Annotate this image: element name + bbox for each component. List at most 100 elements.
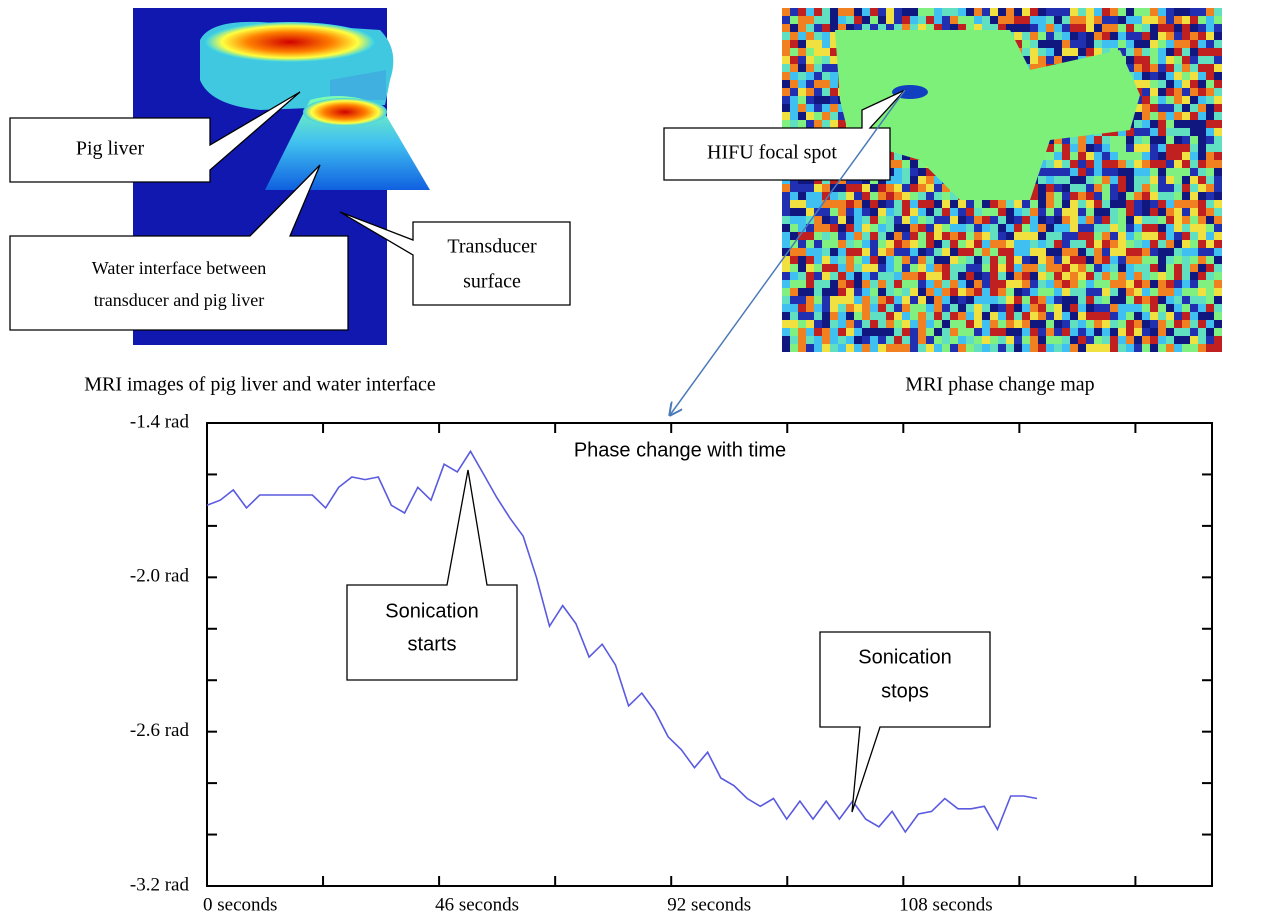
noise-pixel	[798, 328, 806, 336]
noise-pixel	[1158, 208, 1166, 216]
noise-pixel	[990, 264, 998, 272]
noise-pixel	[1038, 232, 1046, 240]
noise-pixel	[1030, 264, 1038, 272]
noise-pixel	[1078, 224, 1086, 232]
noise-pixel	[1134, 280, 1142, 288]
noise-pixel	[942, 240, 950, 248]
noise-pixel	[870, 200, 878, 208]
noise-pixel	[806, 24, 814, 32]
noise-pixel	[1174, 88, 1182, 96]
noise-pixel	[814, 216, 822, 224]
noise-pixel	[942, 208, 950, 216]
noise-pixel	[782, 40, 790, 48]
noise-pixel	[822, 248, 830, 256]
noise-pixel	[1142, 232, 1150, 240]
noise-pixel	[966, 296, 974, 304]
noise-pixel	[1206, 88, 1214, 96]
noise-pixel	[1062, 240, 1070, 248]
noise-pixel	[894, 256, 902, 264]
noise-pixel	[958, 312, 966, 320]
noise-pixel	[1214, 152, 1222, 160]
noise-pixel	[942, 328, 950, 336]
noise-pixel	[1022, 280, 1030, 288]
noise-pixel	[814, 304, 822, 312]
noise-pixel	[1182, 24, 1190, 32]
noise-pixel	[1022, 32, 1030, 40]
noise-pixel	[1206, 168, 1214, 176]
noise-pixel	[790, 248, 798, 256]
noise-pixel	[798, 256, 806, 264]
noise-pixel	[1006, 224, 1014, 232]
noise-pixel	[1198, 24, 1206, 32]
noise-pixel	[1198, 128, 1206, 136]
noise-pixel	[878, 272, 886, 280]
noise-pixel	[1142, 192, 1150, 200]
noise-pixel	[1022, 264, 1030, 272]
noise-pixel	[1166, 88, 1174, 96]
annotation: Sonication	[385, 600, 478, 622]
noise-pixel	[1014, 224, 1022, 232]
x-tick-label: 108 seconds	[899, 894, 992, 915]
noise-pixel	[998, 216, 1006, 224]
noise-pixel	[1006, 208, 1014, 216]
noise-pixel	[1094, 208, 1102, 216]
noise-pixel	[910, 320, 918, 328]
noise-pixel	[846, 192, 854, 200]
noise-pixel	[1054, 336, 1062, 344]
noise-pixel	[1198, 224, 1206, 232]
noise-pixel	[1110, 8, 1118, 16]
noise-pixel	[1206, 256, 1214, 264]
noise-pixel	[1038, 240, 1046, 248]
noise-pixel	[1118, 8, 1126, 16]
noise-pixel	[1062, 16, 1070, 24]
callout: Water interface between transducer and p…	[9, 164, 349, 331]
noise-pixel	[1190, 264, 1198, 272]
noise-pixel	[1206, 32, 1214, 40]
noise-pixel	[1038, 264, 1046, 272]
noise-pixel	[1062, 296, 1070, 304]
noise-pixel	[1062, 48, 1070, 56]
noise-pixel	[1206, 280, 1214, 288]
noise-pixel	[782, 280, 790, 288]
callout: HIFU focal spot	[663, 89, 906, 181]
noise-pixel	[782, 88, 790, 96]
noise-pixel	[1150, 16, 1158, 24]
noise-pixel	[1150, 80, 1158, 88]
noise-pixel	[814, 16, 822, 24]
noise-pixel	[790, 120, 798, 128]
noise-pixel	[1070, 200, 1078, 208]
noise-pixel	[894, 176, 902, 184]
noise-pixel	[1126, 288, 1134, 296]
noise-pixel	[1078, 48, 1086, 56]
noise-pixel	[982, 312, 990, 320]
noise-pixel	[1174, 136, 1182, 144]
noise-pixel	[1174, 192, 1182, 200]
noise-pixel	[1094, 216, 1102, 224]
noise-pixel	[1062, 336, 1070, 344]
noise-pixel	[990, 304, 998, 312]
noise-pixel	[782, 224, 790, 232]
noise-pixel	[830, 240, 838, 248]
noise-pixel	[798, 184, 806, 192]
noise-pixel	[1022, 232, 1030, 240]
noise-pixel	[934, 304, 942, 312]
noise-pixel	[1054, 8, 1062, 16]
noise-pixel	[1206, 72, 1214, 80]
noise-pixel	[1046, 280, 1054, 288]
noise-pixel	[1126, 64, 1134, 72]
noise-pixel	[1094, 16, 1102, 24]
noise-pixel	[1142, 176, 1150, 184]
noise-pixel	[1086, 328, 1094, 336]
noise-pixel	[1102, 176, 1110, 184]
noise-pixel	[1134, 336, 1142, 344]
noise-pixel	[1030, 336, 1038, 344]
noise-pixel	[1054, 248, 1062, 256]
noise-pixel	[798, 304, 806, 312]
noise-pixel	[1182, 208, 1190, 216]
noise-pixel	[926, 216, 934, 224]
noise-pixel	[790, 288, 798, 296]
noise-pixel	[1054, 312, 1062, 320]
noise-pixel	[966, 248, 974, 256]
noise-pixel	[1070, 272, 1078, 280]
noise-pixel	[814, 184, 822, 192]
